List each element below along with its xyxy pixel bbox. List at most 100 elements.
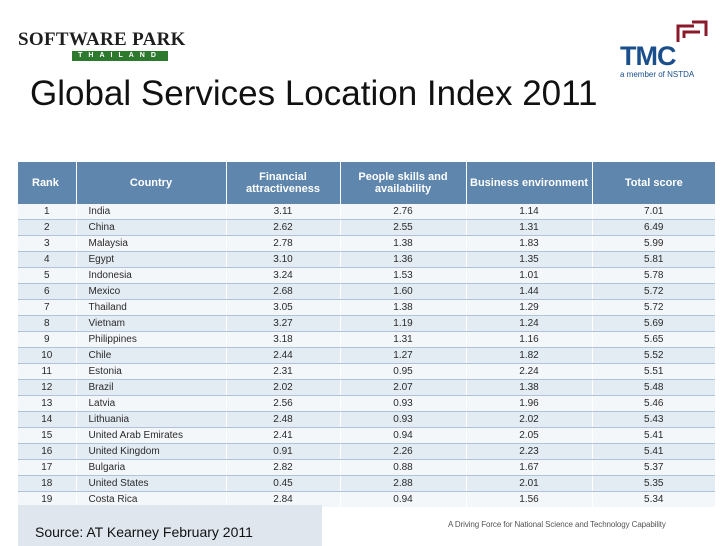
cell-country: United Arab Emirates <box>76 427 227 444</box>
cell-fin: 2.68 <box>226 283 341 300</box>
cell-fin: 3.24 <box>226 267 341 284</box>
cell-people: 1.27 <box>340 347 467 364</box>
cell-rank: 9 <box>18 331 77 348</box>
cell-people: 2.88 <box>340 475 467 492</box>
cell-rank: 7 <box>18 299 77 316</box>
table-row: 16 United Kingdom 0.91 2.26 2.23 5.41 <box>18 443 715 460</box>
table-row: 2 China 2.62 2.55 1.31 6.49 <box>18 219 715 236</box>
cell-total: 5.72 <box>592 283 715 300</box>
cell-rank: 6 <box>18 283 77 300</box>
cell-rank: 4 <box>18 251 77 268</box>
cell-fin: 2.56 <box>226 395 341 412</box>
cell-total: 5.78 <box>592 267 715 284</box>
cell-rank: 2 <box>18 219 77 236</box>
cell-biz: 1.96 <box>466 395 593 412</box>
cell-people: 0.88 <box>340 459 467 476</box>
cell-fin: 2.48 <box>226 411 341 428</box>
cell-people: 1.38 <box>340 299 467 316</box>
cell-total: 5.35 <box>592 475 715 492</box>
cell-total: 5.51 <box>592 363 715 380</box>
cell-country: India <box>76 204 227 220</box>
cell-people: 0.93 <box>340 395 467 412</box>
cell-fin: 3.10 <box>226 251 341 268</box>
cell-total: 7.01 <box>592 204 715 220</box>
table-row: 9 Philippines 3.18 1.31 1.16 5.65 <box>18 331 715 348</box>
cell-country: United States <box>76 475 227 492</box>
software-park-logo-subtitle: THAILAND <box>72 51 168 61</box>
cell-biz: 2.23 <box>466 443 593 460</box>
cell-biz: 2.24 <box>466 363 593 380</box>
table-row: 8 Vietnam 3.27 1.19 1.24 5.69 <box>18 315 715 332</box>
cell-fin: 2.44 <box>226 347 341 364</box>
cell-biz: 1.14 <box>466 204 593 220</box>
cell-country: Malaysia <box>76 235 227 252</box>
col-header-rank: Rank <box>18 162 77 204</box>
table-header-row: Rank Country Financial attractiveness Pe… <box>18 162 715 204</box>
source-note: Source: AT Kearney February 2011 <box>35 524 253 540</box>
cell-total: 5.69 <box>592 315 715 332</box>
cell-biz: 2.01 <box>466 475 593 492</box>
cell-country: Egypt <box>76 251 227 268</box>
table-row: 13 Latvia 2.56 0.93 1.96 5.46 <box>18 395 715 412</box>
cell-rank: 8 <box>18 315 77 332</box>
cell-rank: 15 <box>18 427 77 444</box>
cell-total: 5.41 <box>592 427 715 444</box>
cell-fin: 2.31 <box>226 363 341 380</box>
table-row: 19 Costa Rica 2.84 0.94 1.56 5.34 <box>18 491 715 507</box>
table-row: 10 Chile 2.44 1.27 1.82 5.52 <box>18 347 715 364</box>
cell-total: 5.46 <box>592 395 715 412</box>
cell-total: 5.34 <box>592 491 715 507</box>
table-row: 4 Egypt 3.10 1.36 1.35 5.81 <box>18 251 715 268</box>
cell-fin: 2.82 <box>226 459 341 476</box>
cell-biz: 1.24 <box>466 315 593 332</box>
cell-people: 0.94 <box>340 491 467 507</box>
col-header-people-skills: People skills and availability <box>340 162 467 204</box>
tmc-logo-subtitle: a member of NSTDA <box>620 70 695 79</box>
cell-country: Latvia <box>76 395 227 412</box>
cell-fin: 3.11 <box>226 204 341 220</box>
tmc-logo: TMC a member of NSTDA <box>612 18 716 79</box>
cell-biz: 1.44 <box>466 283 593 300</box>
cell-people: 0.94 <box>340 427 467 444</box>
cell-total: 5.52 <box>592 347 715 364</box>
cell-fin: 3.18 <box>226 331 341 348</box>
cell-biz: 1.67 <box>466 459 593 476</box>
cell-people: 1.36 <box>340 251 467 268</box>
cell-biz: 1.31 <box>466 219 593 236</box>
cell-country: Costa Rica <box>76 491 227 507</box>
cell-total: 5.41 <box>592 443 715 460</box>
cell-country: Mexico <box>76 283 227 300</box>
software-park-logo: SOFTWARE PARK THAILAND <box>18 30 185 64</box>
cell-fin: 2.62 <box>226 219 341 236</box>
cell-rank: 5 <box>18 267 77 284</box>
col-header-country: Country <box>76 162 227 204</box>
cell-biz: 1.01 <box>466 267 593 284</box>
cell-biz: 1.16 <box>466 331 593 348</box>
cell-country: Vietnam <box>76 315 227 332</box>
table-row: 1 India 3.11 2.76 1.14 7.01 <box>18 204 715 220</box>
table-body: 1 India 3.11 2.76 1.14 7.01 2 China 2.62 2.55 1.31… <box>18 204 715 507</box>
col-header-total-score: Total score <box>592 162 715 204</box>
cell-biz: 1.83 <box>466 235 593 252</box>
cell-total: 5.37 <box>592 459 715 476</box>
cell-rank: 1 <box>18 204 77 220</box>
table-row: 6 Mexico 2.68 1.60 1.44 5.72 <box>18 283 715 300</box>
software-park-logo-text: SOFTWARE PARK <box>18 29 186 50</box>
cell-total: 5.72 <box>592 299 715 316</box>
cell-total: 5.48 <box>592 379 715 396</box>
cell-biz: 1.56 <box>466 491 593 507</box>
cell-total: 5.99 <box>592 235 715 252</box>
cell-people: 2.55 <box>340 219 467 236</box>
gsli-table: Rank Country Financial attractiveness Pe… <box>18 162 715 507</box>
cell-biz: 1.82 <box>466 347 593 364</box>
cell-country: United Kingdom <box>76 443 227 460</box>
tmc-logo-text: TMC <box>620 41 676 71</box>
cell-fin: 2.41 <box>226 427 341 444</box>
cell-country: Estonia <box>76 363 227 380</box>
col-header-business-environment: Business environment <box>466 162 593 204</box>
cell-country: China <box>76 219 227 236</box>
cell-rank: 12 <box>18 379 77 396</box>
cell-rank: 14 <box>18 411 77 428</box>
cell-rank: 13 <box>18 395 77 412</box>
table-row: 12 Brazil 2.02 2.07 1.38 5.48 <box>18 379 715 396</box>
